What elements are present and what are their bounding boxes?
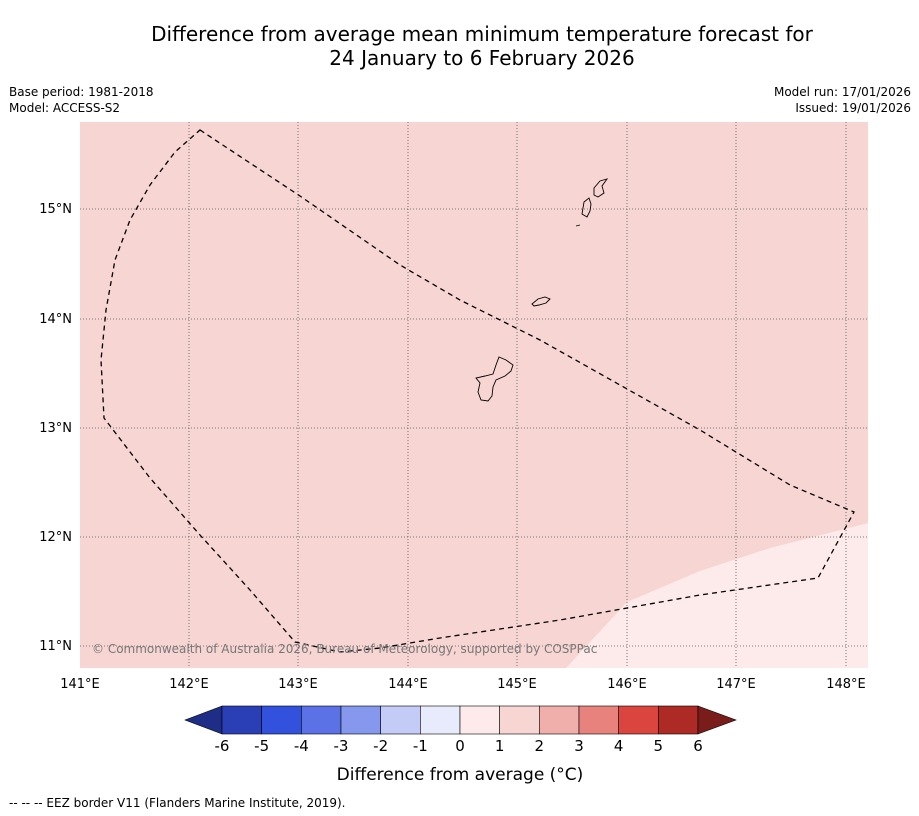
colorbar-tick-label: -5 xyxy=(254,737,269,755)
colorbar-cell xyxy=(499,705,540,735)
colorbar-cell xyxy=(578,705,619,735)
colorbar-arrow-low xyxy=(184,705,223,735)
colorbar-tick-label: 5 xyxy=(654,737,664,755)
colorbar-cell xyxy=(658,705,699,735)
title-line-2: 24 January to 6 February 2026 xyxy=(329,46,635,70)
base-period: Base period: 1981-2018 xyxy=(9,85,154,99)
saipan-island xyxy=(593,178,609,198)
lat-label-14n: 14°N xyxy=(39,312,72,327)
aguijan-islet xyxy=(575,224,581,227)
lon-label-145e: 145°E xyxy=(497,677,537,692)
colorbar-cell xyxy=(301,705,342,735)
lat-label-15n: 15°N xyxy=(39,202,72,217)
colorbar-cell xyxy=(539,705,580,735)
eez-footnote: -- -- -- EEZ border V11 (Flanders Marine… xyxy=(9,796,346,810)
colorbar-cell xyxy=(340,705,381,735)
graticule xyxy=(80,122,868,668)
meta-left: Base period: 1981-2018 Model: ACCESS-S2 xyxy=(9,84,154,116)
colorbar-label: Difference from average (°C) xyxy=(337,765,584,785)
colorbar-tick-label: -3 xyxy=(334,737,349,755)
colorbar-cell xyxy=(221,705,262,735)
lat-label-12n: 12°N xyxy=(39,530,72,545)
lon-label-143e: 143°E xyxy=(278,677,318,692)
lon-label-141e: 141°E xyxy=(60,677,100,692)
colorbar-tick-label: -6 xyxy=(215,737,230,755)
lon-label-146e: 146°E xyxy=(607,677,647,692)
issued-date: Issued: 19/01/2026 xyxy=(795,101,911,115)
colorbar-tick-label: 0 xyxy=(455,737,465,755)
lat-label-11n: 11°N xyxy=(39,639,72,654)
colorbar-tick-label: -2 xyxy=(373,737,388,755)
title-line-1: Difference from average mean minimum tem… xyxy=(151,22,813,46)
lon-label-147e: 147°E xyxy=(716,677,756,692)
colorbar-cell xyxy=(420,705,461,735)
colorbar-tick-label: 4 xyxy=(614,737,624,755)
colorbar-tick-label: 1 xyxy=(495,737,505,755)
meta-right: Model run: 17/01/2026 Issued: 19/01/2026 xyxy=(774,84,911,116)
colorbar-cell xyxy=(459,705,500,735)
colorbar-cell xyxy=(261,705,302,735)
forecast-map: © Commonwealth of Australia 2026, Bureau… xyxy=(39,122,868,785)
colorbar: -6 -5 -4 -3 -2 -1 0 1 2 3 4 5 6 Difference from aver… xyxy=(184,705,737,785)
anomaly-region-low xyxy=(566,523,868,668)
colorbar-tick-label: 6 xyxy=(693,737,703,755)
lat-label-13n: 13°N xyxy=(39,421,72,436)
tinian-island xyxy=(581,197,592,218)
rota-island xyxy=(531,296,551,307)
colorbar-tick-label: 3 xyxy=(574,737,584,755)
copyright-notice: © Commonwealth of Australia 2026, Bureau… xyxy=(92,642,597,656)
guam-island xyxy=(475,356,514,402)
colorbar-cell xyxy=(380,705,421,735)
colorbar-tick-label: 2 xyxy=(535,737,545,755)
colorbar-arrow-high xyxy=(697,705,737,735)
colorbar-tick-label: -1 xyxy=(413,737,428,755)
model-name: Model: ACCESS-S2 xyxy=(9,101,121,115)
lon-label-142e: 142°E xyxy=(169,677,209,692)
colorbar-tick-label: -4 xyxy=(294,737,309,755)
colorbar-cell xyxy=(618,705,659,735)
lon-label-148e: 148°E xyxy=(826,677,866,692)
lon-label-144e: 144°E xyxy=(388,677,428,692)
eez-border xyxy=(100,129,855,653)
map-title: Difference from average mean minimum tem… xyxy=(0,22,919,70)
model-run: Model run: 17/01/2026 xyxy=(773,85,911,99)
